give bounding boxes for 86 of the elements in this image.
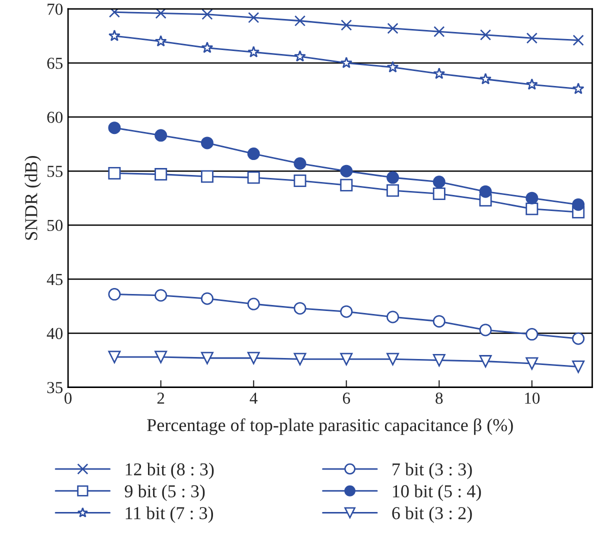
legend-label: 6 bit (3 : 2) [392, 506, 472, 523]
point [155, 8, 166, 19]
point [248, 12, 260, 24]
point [572, 198, 585, 211]
point [247, 298, 260, 310]
point [526, 357, 538, 370]
y-tick-label: 40 [46, 328, 63, 340]
point [340, 56, 352, 68]
point [340, 178, 353, 192]
point [108, 350, 121, 364]
point [386, 310, 400, 324]
point [386, 184, 400, 197]
y-axis-title: SNDR (dB) [24, 156, 41, 240]
y-tick-label: 55 [48, 166, 63, 178]
legend-label: 7 bit (3 : 3) [392, 462, 472, 480]
point [526, 202, 538, 216]
point [386, 61, 399, 72]
point [526, 32, 538, 44]
point [200, 352, 214, 364]
point [432, 354, 446, 366]
y-tick-label: 65 [47, 58, 63, 69]
point [247, 171, 260, 184]
legend-label: 11 bit (7 : 3) [126, 506, 214, 523]
x-tick-label: 4 [250, 392, 258, 404]
point [386, 171, 400, 184]
point [526, 78, 538, 90]
point [108, 288, 121, 301]
y-tick-label: 35 [47, 382, 63, 394]
point [294, 15, 306, 26]
x-tick-label: 2 [157, 392, 164, 404]
point [200, 170, 214, 183]
point [108, 122, 121, 134]
point [434, 26, 445, 38]
legend-label: 9 bit (5 : 3) [124, 484, 205, 502]
point [294, 302, 306, 315]
point [479, 185, 492, 198]
point [340, 352, 353, 366]
point [572, 332, 585, 345]
legend-label: 10 bit (5 : 4) [393, 484, 481, 502]
point [386, 352, 400, 366]
point [387, 22, 398, 34]
point [480, 29, 492, 40]
point [432, 188, 446, 200]
point [247, 352, 260, 364]
point [479, 355, 492, 368]
point [200, 292, 214, 305]
point [340, 164, 353, 178]
y-tick-label: 45 [46, 274, 63, 286]
y-tick-label: 60 [47, 112, 63, 123]
point [201, 42, 214, 54]
point [294, 174, 306, 188]
point [108, 166, 121, 180]
point [480, 72, 492, 84]
x-tick-label: 10 [525, 392, 540, 404]
point [154, 129, 168, 142]
point [200, 136, 214, 150]
point [479, 324, 492, 336]
point [108, 8, 120, 18]
x-axis-title: Percentage of top-plate parasitic capacitance β (%) [147, 418, 513, 435]
point [432, 176, 446, 188]
point [108, 30, 120, 42]
point [572, 34, 584, 46]
x-tick-label: 8 [436, 392, 443, 404]
point [202, 8, 213, 20]
point [294, 50, 306, 62]
point [294, 157, 306, 170]
point [526, 328, 538, 341]
point [432, 315, 446, 328]
legend-label: 12 bit (8 : 3) [126, 462, 214, 480]
y-tick-label: 70 [48, 4, 63, 15]
x-tick-label: 0 [64, 392, 72, 404]
point [433, 68, 446, 79]
y-tick-label: 50 [48, 220, 63, 232]
x-tick-label: 6 [342, 392, 350, 404]
point [294, 352, 306, 366]
point [247, 148, 260, 160]
point [154, 35, 167, 47]
point [154, 350, 168, 364]
point [572, 360, 585, 373]
point [340, 305, 353, 318]
point [572, 82, 584, 94]
point [154, 289, 168, 302]
point [340, 20, 352, 31]
point [248, 46, 260, 58]
point [526, 192, 538, 204]
point [154, 168, 168, 181]
